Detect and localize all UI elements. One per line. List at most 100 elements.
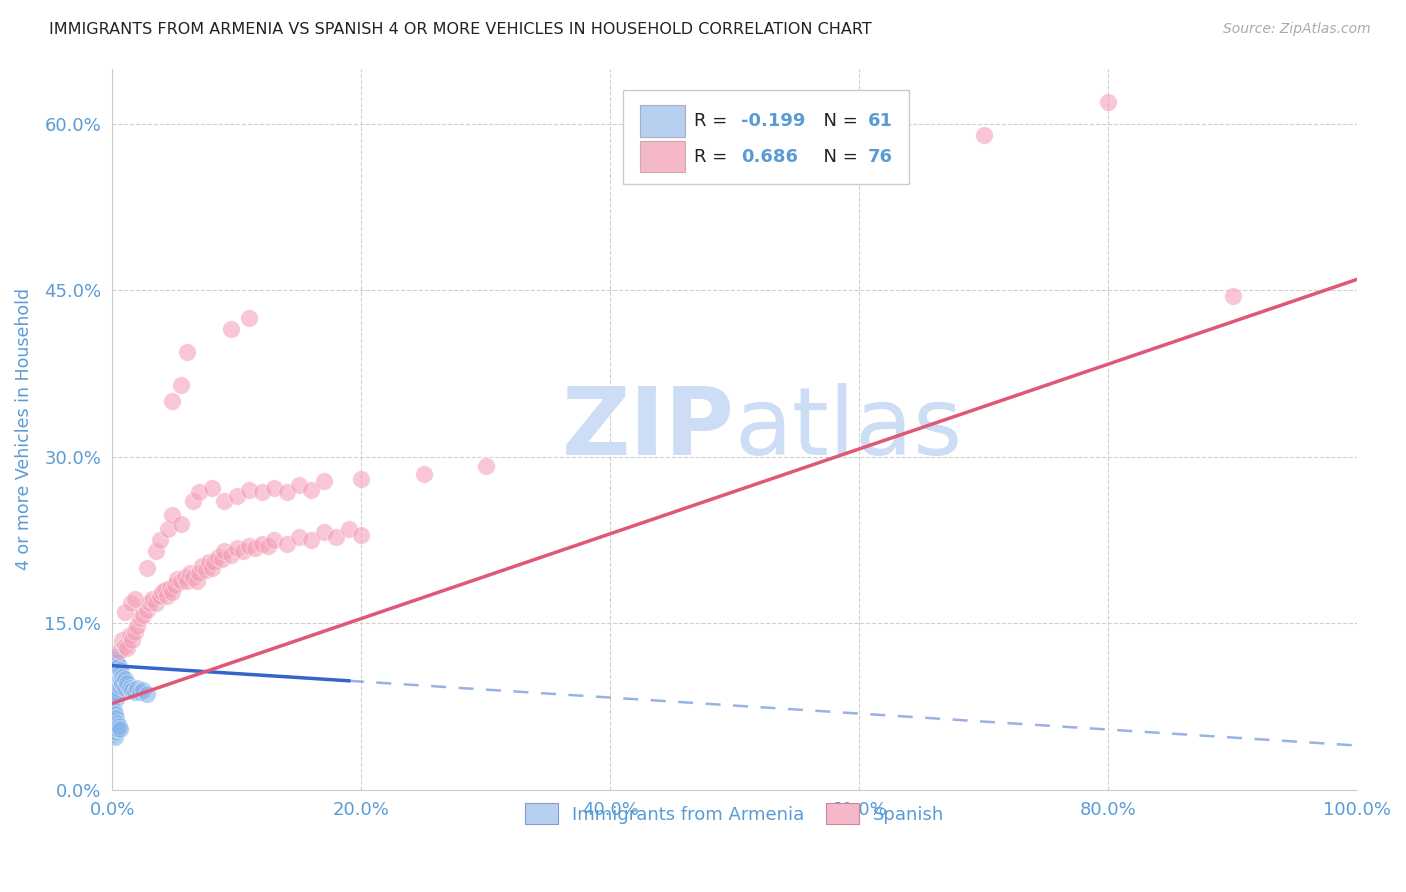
Point	[117, 640, 139, 655]
Point	[202, 555, 225, 569]
Point	[219, 322, 242, 336]
Point	[110, 674, 132, 689]
Point	[214, 544, 236, 558]
Point	[108, 722, 131, 736]
Point	[104, 666, 127, 681]
Point	[105, 711, 128, 725]
Point	[110, 666, 132, 681]
Point	[145, 544, 167, 558]
Point	[181, 570, 204, 584]
Point	[150, 585, 173, 599]
Point	[105, 670, 128, 684]
Point	[107, 718, 129, 732]
Point	[350, 472, 373, 486]
Point	[201, 561, 224, 575]
Point	[105, 661, 128, 675]
Point	[103, 658, 125, 673]
Point	[149, 533, 172, 548]
Point	[188, 485, 211, 500]
Point	[211, 552, 233, 566]
Point	[166, 572, 188, 586]
Point	[136, 561, 159, 575]
Point	[163, 577, 186, 591]
Point	[181, 494, 204, 508]
Point	[288, 477, 311, 491]
Legend: Immigrants from Armenia, Spanish: Immigrants from Armenia, Spanish	[515, 792, 955, 835]
Point	[103, 718, 125, 732]
Point	[104, 730, 127, 744]
Point	[201, 481, 224, 495]
Text: N =: N =	[811, 112, 863, 130]
Point	[238, 483, 260, 498]
Point	[124, 592, 146, 607]
Point	[105, 658, 128, 673]
Text: ZIP: ZIP	[562, 384, 735, 475]
Text: 0.686: 0.686	[741, 147, 797, 166]
FancyBboxPatch shape	[640, 141, 685, 172]
Text: 61: 61	[868, 112, 893, 130]
Point	[124, 625, 146, 640]
Point	[107, 644, 129, 658]
Point	[301, 483, 323, 498]
Point	[157, 522, 180, 536]
Point	[111, 676, 134, 690]
Point	[114, 681, 136, 695]
Point	[170, 377, 193, 392]
Point	[114, 639, 136, 653]
Point	[105, 674, 128, 689]
Point	[127, 618, 149, 632]
Text: atlas: atlas	[735, 384, 963, 475]
Point	[312, 475, 335, 489]
Point	[145, 597, 167, 611]
Point	[170, 516, 193, 531]
Point	[149, 589, 172, 603]
Point	[141, 592, 163, 607]
Point	[104, 655, 127, 669]
Point	[337, 522, 360, 536]
Point	[104, 672, 127, 686]
Point	[104, 689, 127, 703]
Point	[108, 679, 131, 693]
Text: IMMIGRANTS FROM ARMENIA VS SPANISH 4 OR MORE VEHICLES IN HOUSEHOLD CORRELATION C: IMMIGRANTS FROM ARMENIA VS SPANISH 4 OR …	[49, 22, 872, 37]
Point	[350, 527, 373, 541]
Point	[104, 714, 127, 728]
Point	[105, 652, 128, 666]
Point	[312, 525, 335, 540]
Point	[120, 597, 142, 611]
Point	[118, 681, 141, 695]
Point	[136, 603, 159, 617]
Point	[105, 655, 128, 669]
Point	[105, 666, 128, 681]
Point	[188, 566, 211, 581]
Point	[121, 633, 143, 648]
Point	[238, 539, 260, 553]
Point	[105, 681, 128, 695]
Point	[159, 581, 181, 595]
Point	[288, 530, 311, 544]
Point	[132, 607, 155, 622]
Y-axis label: 4 or more Vehicles in Household: 4 or more Vehicles in Household	[15, 288, 32, 570]
Point	[103, 703, 125, 717]
Point	[214, 494, 236, 508]
Point	[104, 677, 127, 691]
Point	[107, 658, 129, 673]
Point	[179, 566, 201, 581]
Point	[160, 508, 183, 522]
Point	[301, 533, 323, 548]
Point	[114, 605, 136, 619]
Point	[103, 666, 125, 681]
Point	[276, 536, 298, 550]
Point	[104, 661, 127, 675]
Point	[412, 467, 434, 481]
Point	[245, 541, 267, 555]
Point	[105, 688, 128, 702]
Point	[160, 585, 183, 599]
Point	[136, 688, 159, 702]
Point	[170, 574, 193, 589]
Point	[105, 663, 128, 677]
Point	[128, 685, 150, 699]
Point	[156, 589, 179, 603]
Point	[105, 692, 128, 706]
Text: 76: 76	[868, 147, 893, 166]
Point	[105, 722, 128, 736]
